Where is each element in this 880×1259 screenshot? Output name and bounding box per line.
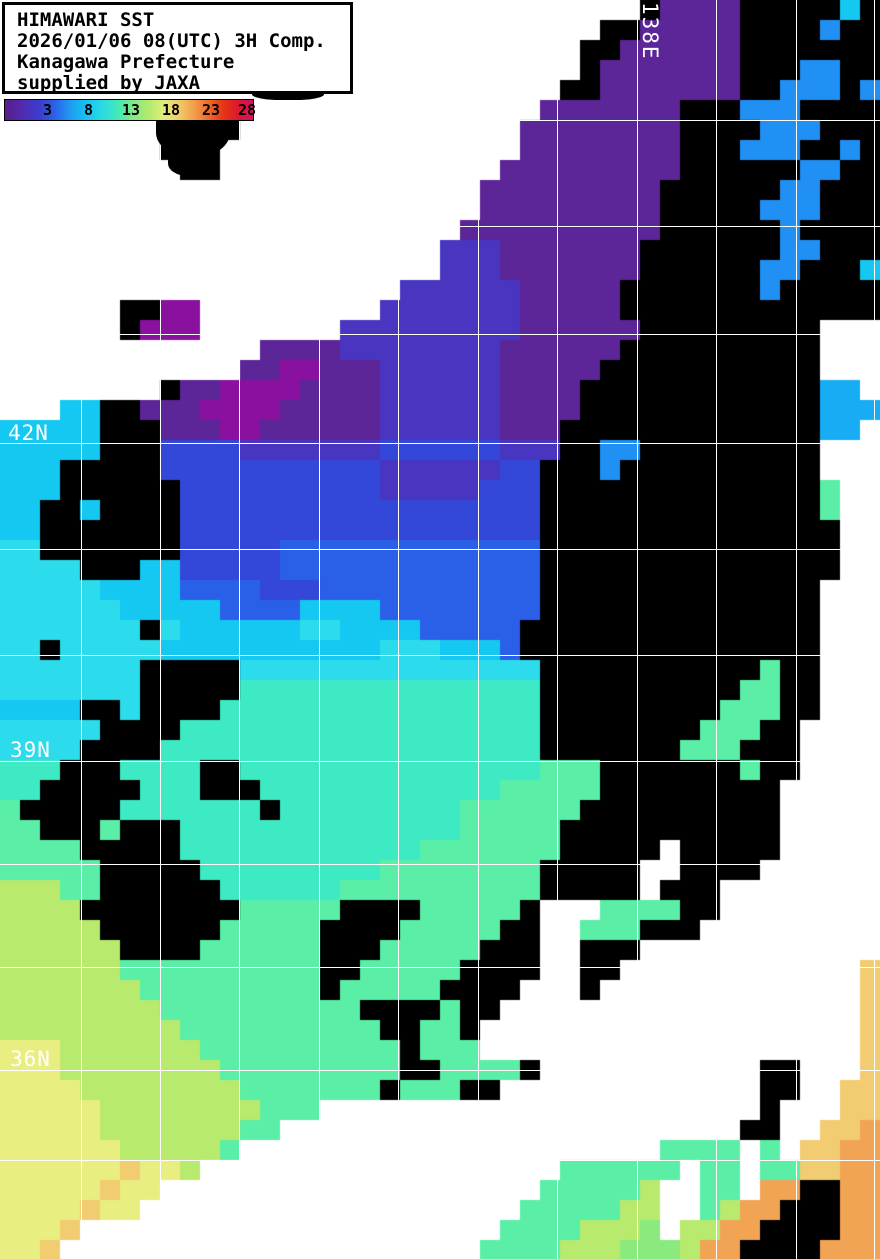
longitude-gridline xyxy=(557,0,558,1259)
longitude-label: 138E xyxy=(638,2,662,61)
latitude-gridline xyxy=(0,1160,880,1161)
product-title: HIMAWARI SST xyxy=(17,9,155,31)
temperature-colorbar: 3 8 13 18 23 28 xyxy=(4,99,257,121)
colorbar-tick-label: 3 xyxy=(43,101,53,119)
longitude-gridline xyxy=(796,0,797,1259)
latitude-label: 42N xyxy=(8,421,49,445)
latitude-gridline xyxy=(0,1070,880,1071)
longitude-gridline xyxy=(160,0,161,1259)
latitude-gridline xyxy=(0,334,880,335)
latitude-gridline xyxy=(0,549,880,550)
colorbar-tick-label: 28 xyxy=(238,101,257,119)
datetime-line: 2026/01/06 08(UTC) 3H Comp. xyxy=(17,30,326,52)
longitude-gridline xyxy=(239,0,240,1259)
colorbar-tick-label: 23 xyxy=(202,101,221,119)
latitude-gridline xyxy=(0,967,880,968)
longitude-gridline xyxy=(874,0,875,1259)
cloud-blob xyxy=(168,148,212,176)
longitude-gridline xyxy=(81,0,82,1259)
colorbar-tick-label: 18 xyxy=(162,101,181,119)
longitude-gridline xyxy=(716,0,717,1259)
latitude-gridline xyxy=(0,443,880,444)
latitude-gridline xyxy=(0,120,880,121)
colorbar-tick-label: 13 xyxy=(122,101,141,119)
region-line: Kanagawa Prefecture xyxy=(17,51,235,73)
longitude-gridline xyxy=(319,0,320,1259)
latitude-gridline xyxy=(0,655,880,656)
longitude-gridline xyxy=(478,0,479,1259)
longitude-gridline xyxy=(637,0,638,1259)
latitude-label: 36N xyxy=(10,1047,51,1071)
credit-line: supplied by JAXA xyxy=(17,72,201,94)
latitude-gridline xyxy=(0,761,880,762)
longitude-gridline xyxy=(398,0,399,1259)
latitude-gridline xyxy=(0,226,880,227)
latitude-label: 39N xyxy=(10,738,51,762)
title-info-box: HIMAWARI SST 2026/01/06 08(UTC) 3H Comp.… xyxy=(2,2,353,94)
latitude-gridline xyxy=(0,864,880,865)
colorbar-tick-label: 8 xyxy=(84,101,94,119)
